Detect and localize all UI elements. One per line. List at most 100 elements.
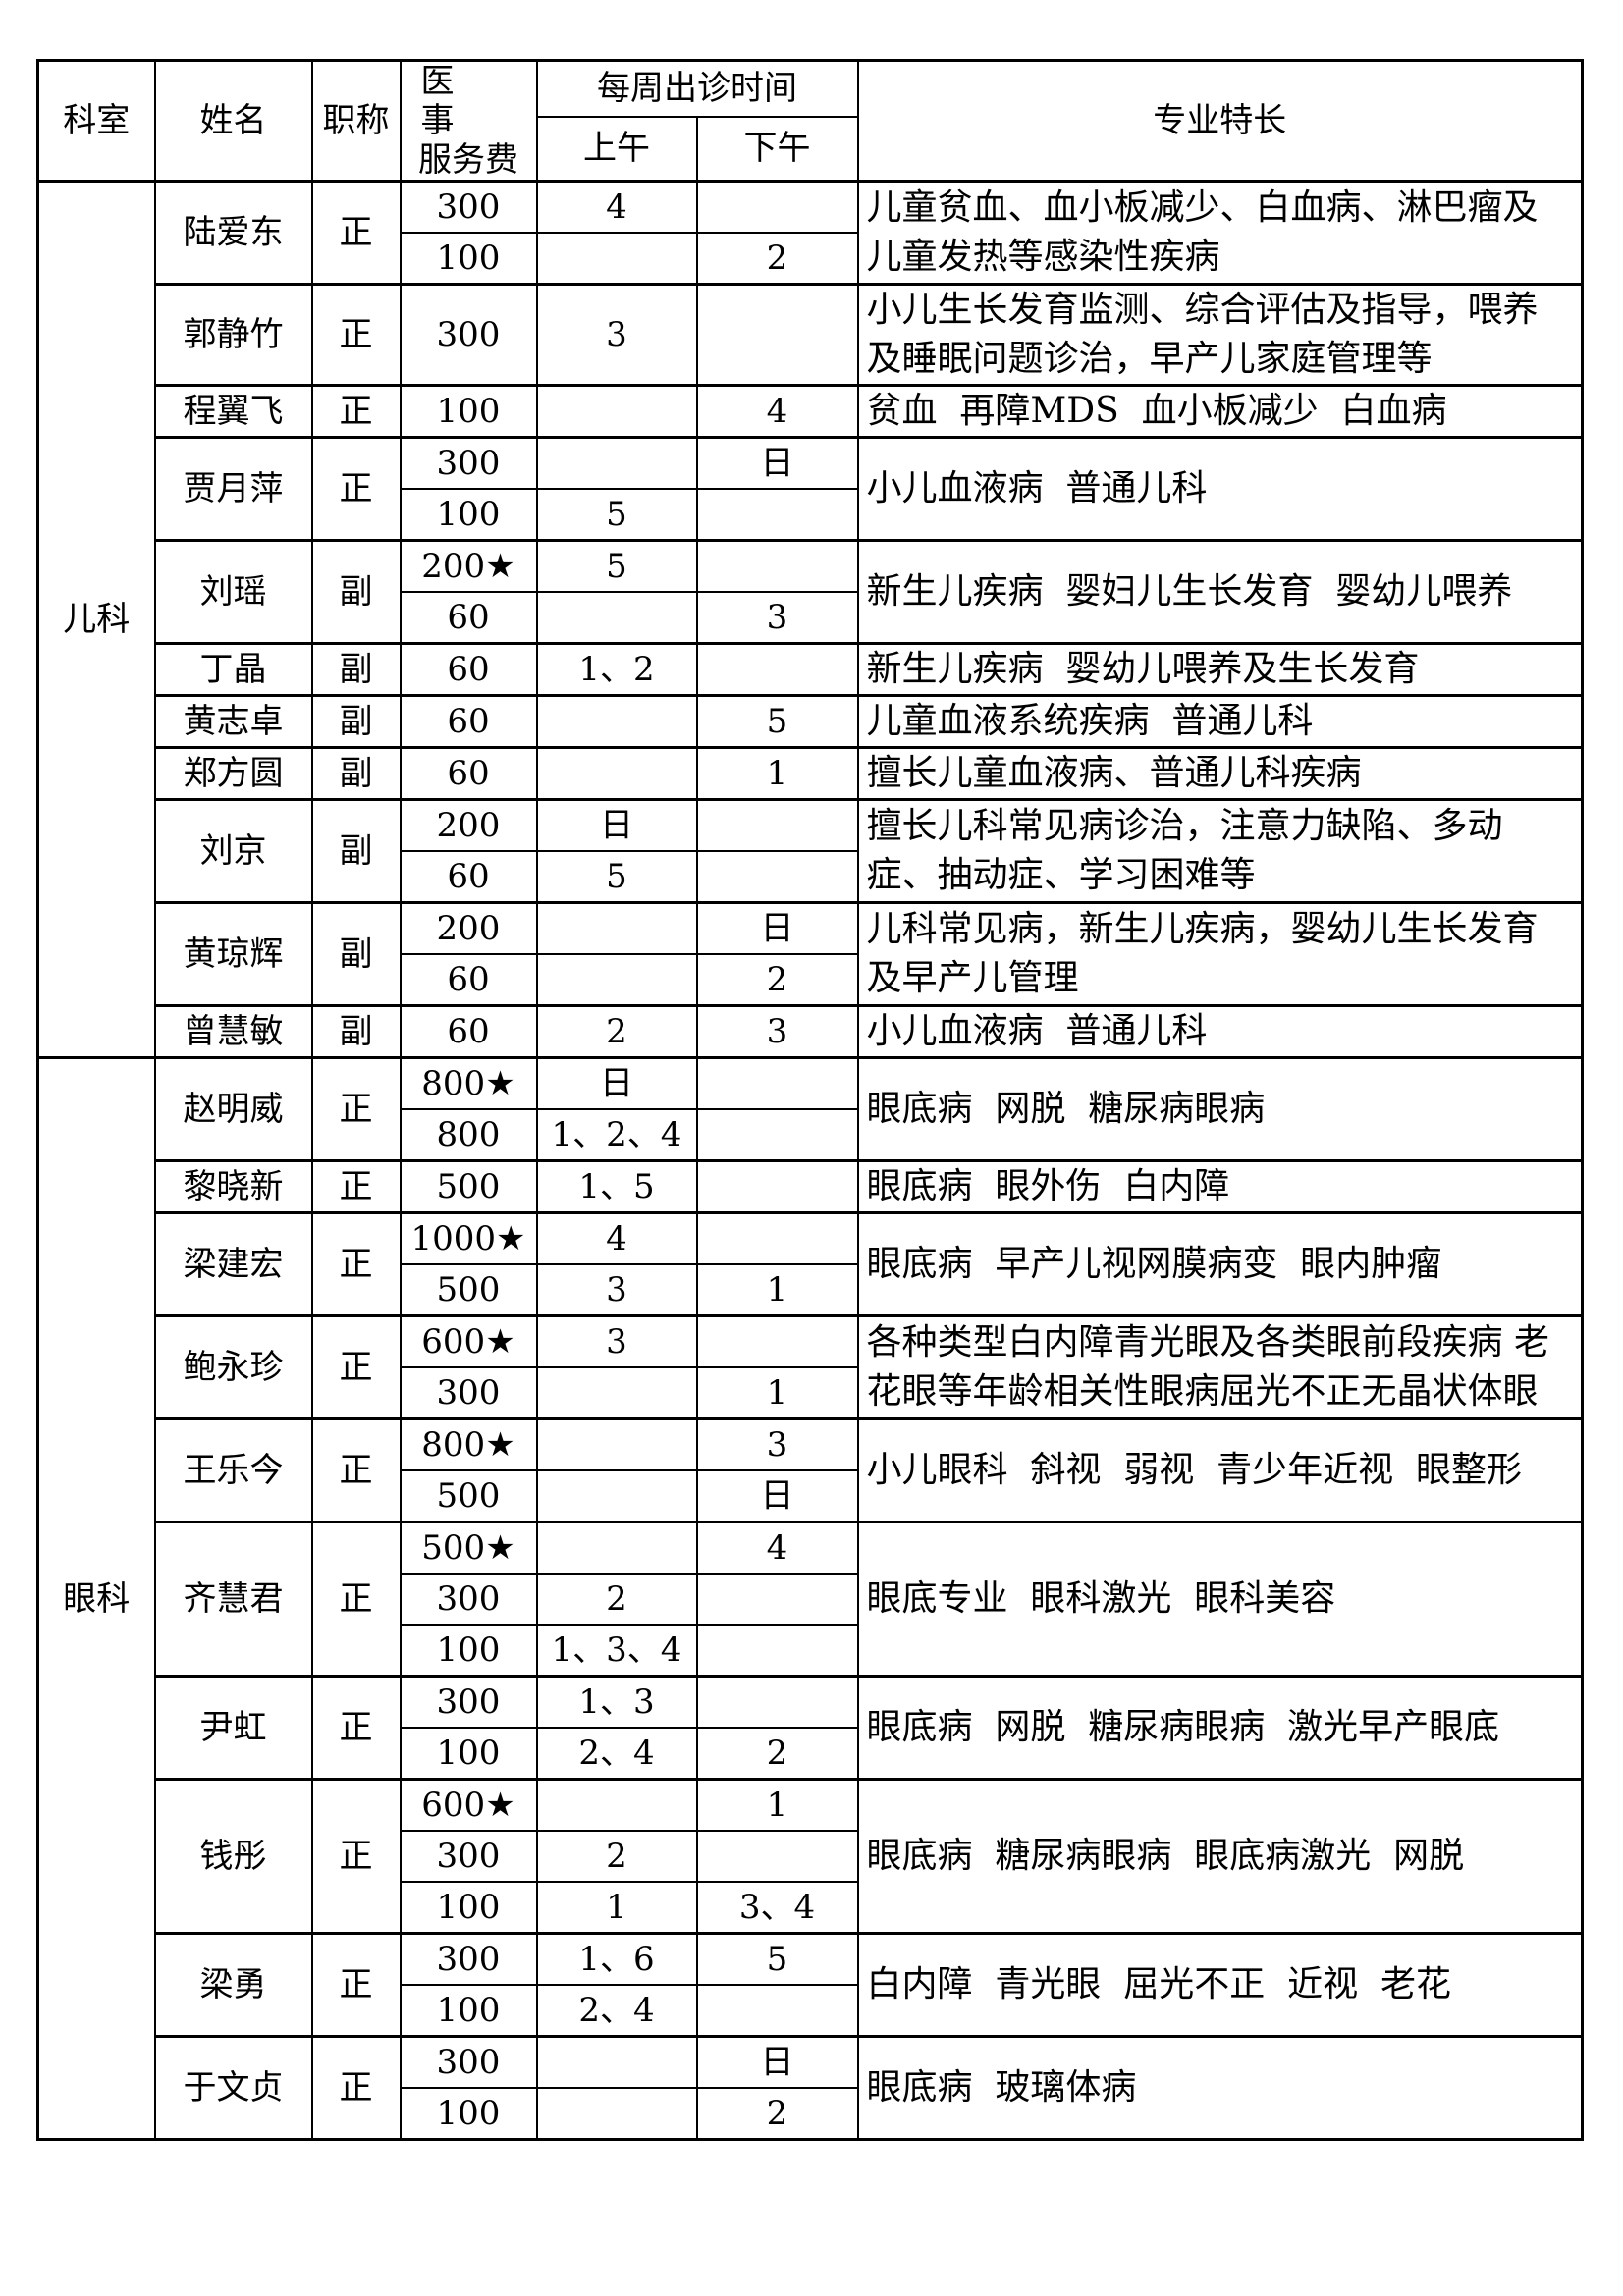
- specialty: 小儿生长发育监测、综合评估及指导，喂养及睡眠问题诊治，早产儿家庭管理等: [856, 283, 1584, 387]
- morning-days: [535, 232, 698, 286]
- service-fee: 500: [399, 1469, 538, 1523]
- afternoon-days: [695, 1108, 859, 1162]
- service-fee: 500: [399, 1263, 538, 1317]
- table-row: 300 2: [38, 1830, 1583, 1883]
- table-row: 钱彤正 600★ 1 眼底病 糖尿病眼病 眼底病激光 网脱: [38, 1778, 1584, 1935]
- afternoon-days: 2: [695, 1727, 859, 1781]
- table-row: 100 1 3、4: [38, 1881, 1583, 1935]
- doctor-name: 刘瑶: [153, 539, 313, 645]
- morning-days: 1: [535, 1881, 698, 1935]
- morning-days: [535, 953, 698, 1007]
- table-row: 黄琼辉副 200 日儿科常见病，新生儿疾病，婴幼儿生长发育及早产儿管理: [38, 901, 1584, 1007]
- morning-days: 2、4: [535, 1984, 698, 2038]
- afternoon-days: [695, 539, 859, 593]
- table-row: 300 2: [38, 1573, 1583, 1626]
- afternoon-days: 日: [695, 1469, 859, 1523]
- service-fee: 100: [399, 1624, 538, 1678]
- doctor-name: 于文贞: [153, 2035, 313, 2141]
- morning-days: 4: [535, 180, 698, 234]
- specialty: 儿科常见病，新生儿疾病，婴幼儿生长发育及早产儿管理: [856, 901, 1584, 1007]
- header-fee: 医 事 服务费: [399, 59, 538, 183]
- specialty: 眼底病 眼外伤 白内障: [856, 1159, 1584, 1214]
- morning-days: [535, 746, 698, 801]
- service-fee: 60: [399, 1004, 538, 1059]
- header-fee-line1: 医 事: [420, 62, 517, 141]
- specialty: 新生儿疾病 婴幼儿喂养及生长发育: [856, 642, 1584, 697]
- table-row: 100 2: [38, 232, 1583, 286]
- service-fee: 500★: [399, 1521, 538, 1575]
- morning-days: 5: [535, 539, 698, 593]
- morning-days: [535, 436, 698, 490]
- morning-days: [535, 694, 698, 749]
- doctor-name: 黎晓新: [153, 1159, 313, 1214]
- service-fee: 300: [399, 1830, 538, 1883]
- specialty: 小儿眼科 斜视 弱视 青少年近视 眼整形: [856, 1417, 1584, 1523]
- afternoon-days: [695, 1159, 859, 1214]
- afternoon-days: [695, 1984, 859, 2038]
- morning-days: [535, 1778, 698, 1832]
- header-weekly: 每周出诊时间: [535, 59, 859, 118]
- morning-days: 日: [535, 798, 698, 852]
- service-fee: 60: [399, 953, 538, 1007]
- specialty: 眼底病 早产儿视网膜病变 眼内肿瘤: [856, 1211, 1584, 1317]
- service-fee: 200: [399, 798, 538, 852]
- afternoon-days: [695, 642, 859, 697]
- doctor-name: 钱彤: [153, 1778, 313, 1935]
- afternoon-days: 1: [695, 1778, 859, 1832]
- service-fee: 100: [399, 1727, 538, 1781]
- afternoon-days: 4: [695, 1521, 859, 1575]
- service-fee: 800★: [399, 1056, 538, 1110]
- table-row: 黄志卓副 60 5 儿童血液系统疾病 普通儿科: [38, 694, 1584, 749]
- header-am: 上午: [535, 115, 698, 183]
- morning-days: 5: [535, 850, 698, 904]
- service-fee: 300: [399, 180, 538, 234]
- specialty: 眼底病 网脱 糖尿病眼病: [856, 1056, 1584, 1162]
- doctor-title: 副: [310, 1004, 402, 1059]
- service-fee: 300: [399, 1366, 538, 1420]
- specialty: 眼底病 糖尿病眼病 眼底病激光 网脱: [856, 1778, 1584, 1935]
- doctor-title: 正: [310, 384, 402, 439]
- afternoon-days: 2: [695, 2087, 859, 2141]
- doctor-title: 副: [310, 746, 402, 801]
- morning-days: 1、3、4: [535, 1624, 698, 1678]
- afternoon-days: [695, 1211, 859, 1265]
- doctor-title: 正: [310, 283, 402, 387]
- morning-days: [535, 384, 698, 439]
- table-row: 王乐今正 800★ 3 小儿眼科 斜视 弱视 青少年近视 眼整形: [38, 1417, 1584, 1523]
- doctor-title: 正: [310, 1314, 402, 1420]
- doctor-title: 正: [310, 2035, 402, 2141]
- doctor-name: 鲍永珍: [153, 1314, 313, 1420]
- doctor-title: 副: [310, 798, 402, 904]
- doctor-title: 正: [310, 1159, 402, 1214]
- table-row: 800 1、2、4: [38, 1108, 1583, 1162]
- service-fee: 300: [399, 1675, 538, 1729]
- service-fee: 100: [399, 384, 538, 439]
- doctor-name: 郑方圆: [153, 746, 313, 801]
- afternoon-days: 日: [695, 901, 859, 955]
- dept-name: 眼科: [36, 1056, 156, 2141]
- service-fee: 1000★: [399, 1211, 538, 1265]
- service-fee: 100: [399, 232, 538, 286]
- table-row: 儿科 陆爱东正 300 4 儿童贫血、血小板减少、白血病、淋巴瘤及儿童发热等感染性疾病: [36, 180, 1584, 1059]
- afternoon-days: [695, 180, 859, 234]
- table-row: 500 日: [38, 1469, 1583, 1523]
- doctor-name: 贾月萍: [153, 436, 313, 542]
- table-row: 刘瑶副 200★ 5 新生儿疾病 婴妇儿生长发育 婴幼儿喂养: [38, 539, 1584, 645]
- table-row: 齐慧君正 500★ 4 眼底专业 眼科激光 眼科美容: [38, 1521, 1584, 1678]
- morning-days: 1、6: [535, 1932, 698, 1986]
- afternoon-days: 1: [695, 1263, 859, 1317]
- service-fee: 300: [399, 436, 538, 490]
- table-row: 500 3 1: [38, 1263, 1583, 1317]
- doctor-title: 正: [310, 1417, 402, 1523]
- morning-days: [535, 1469, 698, 1523]
- dept-name: 儿科: [36, 180, 156, 1059]
- service-fee: 200★: [399, 539, 538, 593]
- morning-days: 4: [535, 1211, 698, 1265]
- doctor-title: 正: [310, 1675, 402, 1781]
- doctor-title: 正: [310, 1932, 402, 2038]
- service-fee: 300: [399, 283, 538, 387]
- doctor-title: 副: [310, 642, 402, 697]
- header-dept: 科室: [36, 59, 156, 183]
- table-row: 郑方圆副 60 1 擅长儿童血液病、普通儿科疾病: [38, 746, 1584, 801]
- service-fee: 300: [399, 1573, 538, 1626]
